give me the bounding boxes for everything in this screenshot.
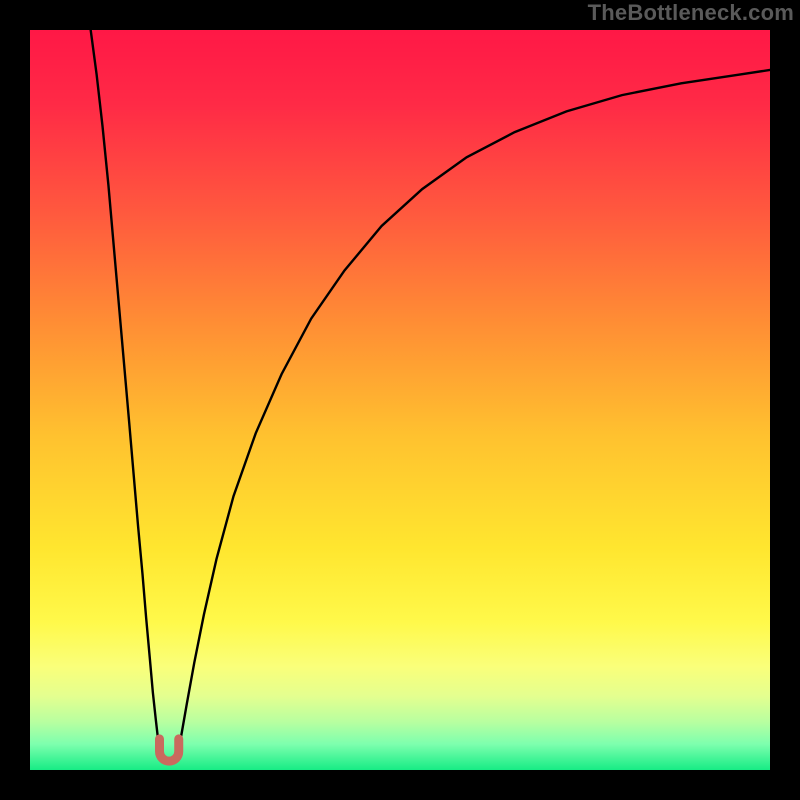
chart-svg [0,0,800,800]
bottleneck-chart: TheBottleneck.com [0,0,800,800]
gradient-background [30,30,770,770]
watermark-text: TheBottleneck.com [588,0,794,26]
